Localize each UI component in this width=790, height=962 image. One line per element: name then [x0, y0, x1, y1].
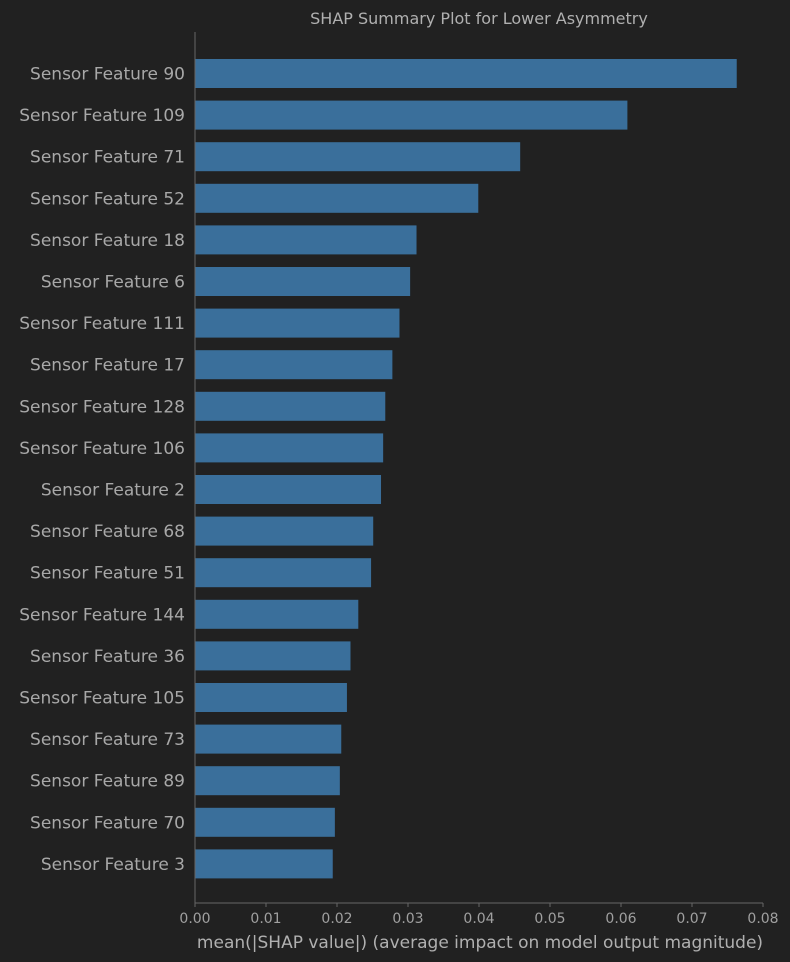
bar-7: [195, 350, 393, 380]
x-tick-label-8: 0.08: [747, 911, 778, 927]
bar-10: [195, 475, 382, 504]
chart-title: SHAP Summary Plot for Lower Asymmetry: [310, 9, 648, 28]
x-tick-label-7: 0.07: [676, 911, 707, 927]
bar-3: [195, 183, 479, 213]
bars-group: [195, 59, 737, 879]
bar-12: [195, 558, 372, 588]
category-label-14: Sensor Feature 36: [30, 647, 185, 667]
category-label-3: Sensor Feature 52: [30, 189, 185, 209]
bar-18: [195, 807, 335, 837]
category-label-7: Sensor Feature 17: [30, 356, 185, 376]
x-tick-label-4: 0.04: [463, 911, 494, 927]
x-tick-label-3: 0.03: [392, 911, 423, 927]
category-label-5: Sensor Feature 6: [41, 273, 185, 293]
bar-13: [195, 599, 359, 629]
category-label-19: Sensor Feature 3: [41, 855, 185, 875]
category-label-6: Sensor Feature 111: [19, 314, 185, 334]
x-tick-label-5: 0.05: [534, 911, 565, 927]
category-label-13: Sensor Feature 144: [19, 605, 185, 625]
category-label-2: Sensor Feature 71: [30, 148, 185, 168]
bar-4: [195, 225, 417, 255]
category-label-9: Sensor Feature 106: [19, 439, 185, 459]
bar-1: [195, 100, 628, 130]
category-label-10: Sensor Feature 2: [41, 481, 185, 501]
bar-19: [195, 849, 333, 879]
x-tick-label-6: 0.06: [605, 911, 636, 927]
bar-14: [195, 641, 351, 671]
bar-8: [195, 391, 386, 421]
category-label-0: Sensor Feature 90: [30, 65, 185, 85]
x-tick-label-2: 0.02: [321, 911, 352, 927]
category-labels: Sensor Feature 90 Sensor Feature 109 Senso…: [19, 65, 185, 875]
bar-17: [195, 766, 340, 796]
x-axis-ticks: 0.00 0.01 0.02 0.03 0.04 0.05 0.06 0.07 0.08: [179, 903, 779, 927]
category-label-8: Sensor Feature 128: [19, 397, 185, 417]
bar-15: [195, 683, 347, 712]
category-label-1: Sensor Feature 109: [19, 106, 185, 126]
category-label-17: Sensor Feature 89: [30, 772, 185, 792]
bar-9: [195, 433, 384, 463]
category-label-12: Sensor Feature 51: [30, 564, 185, 584]
bar-2: [195, 142, 521, 172]
x-axis-label: mean(|SHAP value|) (average impact on mo…: [197, 933, 763, 953]
category-label-4: Sensor Feature 18: [30, 231, 185, 251]
category-label-16: Sensor Feature 73: [30, 730, 185, 750]
bar-11: [195, 516, 374, 546]
bar-5: [195, 267, 411, 296]
category-label-18: Sensor Feature 70: [30, 813, 185, 833]
x-tick-label-1: 0.01: [250, 911, 281, 927]
x-tick-label-0: 0.00: [179, 911, 210, 927]
bar-0: [195, 59, 737, 88]
bar-6: [195, 308, 400, 338]
category-label-11: Sensor Feature 68: [30, 522, 185, 542]
bar-16: [195, 724, 342, 754]
category-label-15: Sensor Feature 105: [19, 689, 185, 709]
